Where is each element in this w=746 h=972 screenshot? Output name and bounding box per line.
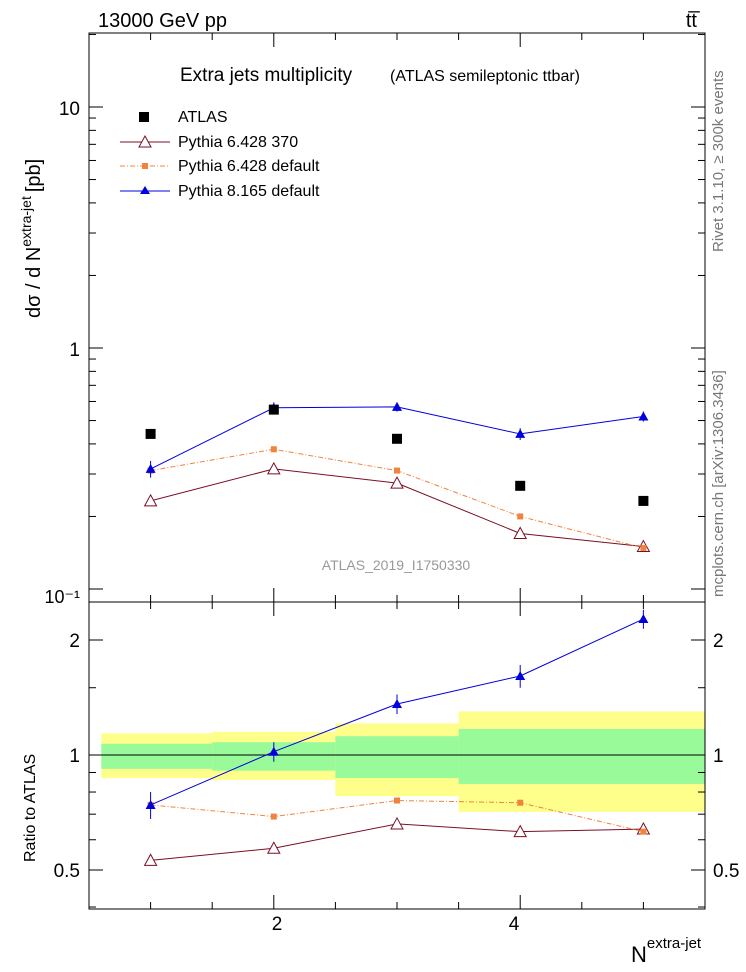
ratio-point-p8-default-2 (392, 698, 402, 708)
legend-marker-p8-default (140, 186, 150, 194)
svg-text:Nextra-jet: Nextra-jet (631, 935, 702, 967)
legend-label-p6-default: Pythia 6.428 default (178, 158, 320, 175)
header-process: tt̅ (686, 10, 700, 32)
ratio-point-p6-370-2 (390, 816, 404, 830)
legend-marker-atlas (139, 112, 149, 122)
ratio-point-p8-default-1 (268, 746, 279, 756)
main-point-p6-370-1 (266, 461, 281, 475)
x-tick-label-4: 4 (509, 914, 520, 935)
main-point-atlas-2 (392, 433, 402, 444)
ratio-band-inner-3 (458, 728, 705, 784)
ratio-point-p8-default-3 (515, 670, 526, 680)
main-point-atlas-4 (638, 495, 649, 506)
x-tick-label-2: 2 (272, 914, 283, 935)
ratio-point-p6-370-1 (266, 841, 281, 854)
chart-subtitle: (ATLAS semileptonic ttbar) (390, 68, 580, 85)
legend: ATLAS Pythia 6.428 370 Pythia 6.428 defa… (120, 109, 320, 200)
ratio-point-p8-default-4 (638, 613, 649, 623)
main-point-p6-default-1 (270, 446, 277, 453)
legend-label-p6-370: Pythia 6.428 370 (178, 134, 298, 151)
axis-ticks (89, 33, 705, 909)
main-series-layer (143, 401, 651, 553)
mcplots-label: mcplots.cern.ch [arXiv:1306.3436] (710, 370, 727, 597)
legend-marker-p6-default (142, 163, 148, 169)
ratio-uncertainty-bands (101, 711, 705, 812)
ratio-point-p6-default-1 (270, 813, 277, 820)
ratio-point-p6-default-2 (394, 797, 400, 804)
main-y-axis-label: dσ / d Nextra-jet [pb] (18, 159, 45, 318)
main-line-p6-default (150, 448, 644, 549)
y-label-unit: [pb] (23, 159, 45, 192)
legend-label-p8-default: Pythia 8.165 default (178, 183, 320, 200)
header-energy: 13000 GeV pp (98, 10, 227, 32)
y-tick-label-1: 1 (69, 340, 80, 361)
ratio-tick-label-2-right: 2 (713, 631, 724, 652)
ratio-tick-label-2: 2 (69, 631, 80, 652)
ratio-band-inner-2 (335, 736, 459, 779)
ratio-point-p6-default-4 (640, 828, 647, 835)
main-point-p8-default-0 (145, 463, 156, 473)
main-point-atlas-3 (515, 480, 526, 491)
legend-label-atlas: ATLAS (178, 109, 228, 126)
x-axis-label: Nextra-jet (631, 935, 702, 967)
y-tick-label-10: 10 (59, 99, 80, 120)
y-label-sup: extra-jet (18, 196, 34, 247)
ratio-band-inner-0 (101, 743, 213, 769)
ratio-point-p6-default-3 (517, 799, 524, 806)
y-tick-label-0.1: 10⁻¹ (44, 587, 80, 607)
main-point-atlas-1 (268, 404, 279, 415)
ratio-tick-label-0.5-right: 0.5 (713, 861, 739, 882)
main-point-p8-default-3 (515, 428, 526, 438)
main-point-p8-default-2 (392, 401, 402, 411)
main-point-p6-default-3 (517, 513, 524, 520)
ratio-tick-label-1-right: 1 (713, 746, 724, 767)
x-label-main: N (631, 942, 647, 967)
main-point-p6-370-2 (390, 476, 404, 489)
main-point-p6-370-3 (513, 526, 528, 539)
y-label-main: dσ / d N (23, 247, 45, 318)
main-point-atlas-0 (145, 428, 156, 439)
main-point-p6-default-2 (394, 467, 400, 474)
chart-title: Extra jets multiplicity (180, 65, 353, 86)
ratio-point-p6-370-0 (143, 853, 158, 866)
svg-text:dσ / d Nextra-jet[pb]: dσ / d Nextra-jet [pb] (18, 159, 45, 318)
ratio-point-p6-370-3 (513, 824, 528, 838)
analysis-watermark: ATLAS_2019_I1750330 (322, 557, 471, 573)
main-point-p6-default-4 (640, 544, 647, 551)
ratio-series-layer (143, 609, 651, 866)
ratio-tick-label-1: 1 (69, 746, 80, 767)
legend-marker-p6-370 (138, 134, 152, 148)
ratio-y-axis-label: Ratio to ATLAS (22, 754, 39, 862)
ratio-point-p8-default-0 (145, 799, 156, 809)
x-label-sup: extra-jet (647, 935, 702, 952)
main-point-p8-default-4 (638, 411, 649, 421)
main-point-p6-370-0 (143, 493, 158, 507)
ratio-tick-label-0.5: 0.5 (54, 861, 80, 882)
rivet-label: Rivet 3.1.10, ≥ 300k events (710, 70, 727, 252)
